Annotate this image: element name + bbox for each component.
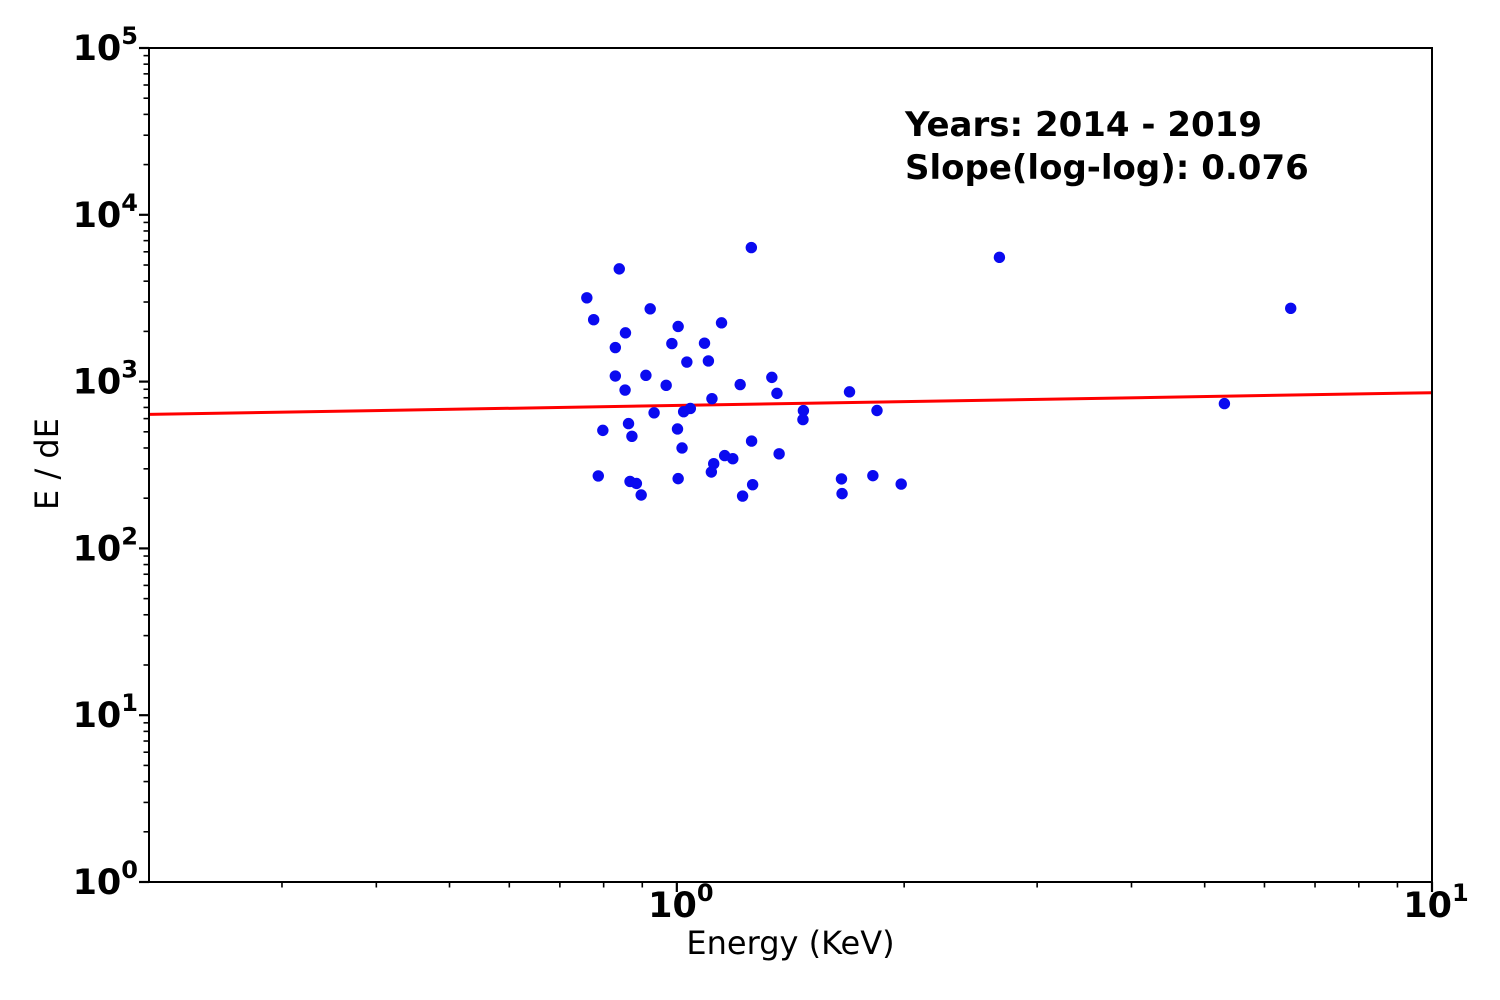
scatter-point [706, 392, 718, 405]
scatter-point [993, 251, 1006, 264]
scatter-point [635, 489, 647, 501]
scatter-point [626, 430, 638, 442]
scatter-point [1285, 302, 1297, 315]
x-tick-label: 101 [1403, 879, 1468, 926]
annotation-slope: Slope(log-log): 0.076 [905, 148, 1309, 188]
scatter-point [644, 303, 656, 315]
scatter-point [715, 317, 728, 329]
scatter-point [592, 470, 604, 482]
scatter-point [666, 337, 678, 350]
scatter-point [843, 386, 856, 398]
scatter-point [587, 314, 600, 326]
scatter-point [672, 320, 684, 333]
scatter-point [597, 424, 609, 437]
scatter-point [867, 469, 879, 482]
scatter-point [797, 404, 810, 417]
y-tick-label: 104 [73, 189, 138, 236]
scatter-point [619, 384, 631, 396]
scatter-point [619, 327, 632, 339]
scatter-point [630, 477, 643, 490]
scatter-point [727, 452, 739, 465]
scatter-point [745, 241, 758, 254]
scatter-point [698, 337, 711, 349]
scatter-point [895, 478, 907, 490]
annotation-years: Years: 2014 - 2019 [905, 105, 1262, 145]
scatter-point [613, 263, 625, 275]
scatter-point [681, 356, 693, 368]
scatter-point [671, 423, 684, 435]
scatter-point [746, 478, 759, 491]
scatter-point [581, 292, 593, 304]
trend-line [148, 391, 1433, 416]
scatter-point [836, 487, 848, 500]
scatter-point [734, 378, 746, 391]
scatter-point [660, 379, 672, 392]
axes-frame [148, 47, 1433, 883]
scatter-point [871, 404, 883, 417]
scatter-point [609, 341, 622, 354]
y-tick-label: 105 [73, 22, 138, 69]
scatter-point [1218, 397, 1231, 410]
stats-annotation: Years: 2014 - 2019 Slope(log-log): 0.076 [905, 104, 1309, 190]
scatter-point [648, 407, 660, 419]
scatter-point [835, 473, 848, 485]
scatter-point [676, 442, 688, 454]
y-tick-label: 101 [73, 689, 138, 736]
scatter-point [773, 448, 785, 460]
scatter-point [609, 370, 622, 382]
x-tick-label: 100 [648, 879, 713, 926]
scatter-point [797, 413, 809, 426]
scatter-point [672, 472, 684, 485]
x-axis-label: Energy (KeV) [686, 924, 895, 962]
y-tick-label: 100 [73, 856, 138, 903]
scatter-point [684, 402, 697, 415]
scatter-point [745, 435, 758, 447]
scatter-point [766, 371, 778, 384]
scatter-point [640, 369, 652, 382]
scatter-point [622, 417, 635, 430]
y-tick-label: 103 [73, 356, 138, 403]
scatter-point [771, 387, 783, 400]
scatter-point [705, 466, 718, 478]
y-axis-label: E / dE [28, 418, 66, 510]
y-tick-label: 102 [73, 522, 138, 569]
scatter-point [736, 490, 749, 502]
scatter-point [702, 355, 715, 367]
